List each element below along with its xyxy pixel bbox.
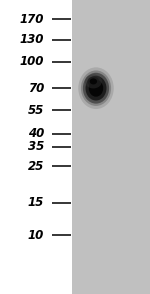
Ellipse shape: [89, 80, 103, 97]
Ellipse shape: [81, 71, 111, 106]
Text: 170: 170: [20, 13, 44, 26]
Ellipse shape: [85, 76, 106, 101]
Ellipse shape: [87, 76, 99, 86]
Text: 70: 70: [28, 82, 44, 95]
Text: 35: 35: [28, 141, 44, 153]
Ellipse shape: [90, 78, 97, 84]
Text: 15: 15: [28, 196, 44, 209]
Text: 40: 40: [28, 127, 44, 140]
Bar: [72, 0, 150, 294]
Ellipse shape: [83, 73, 109, 104]
Text: 25: 25: [28, 160, 44, 173]
Ellipse shape: [78, 67, 114, 109]
Ellipse shape: [85, 74, 102, 88]
Text: 130: 130: [20, 33, 44, 46]
Text: 10: 10: [28, 229, 44, 242]
Text: 55: 55: [28, 104, 44, 117]
Text: 100: 100: [20, 55, 44, 68]
